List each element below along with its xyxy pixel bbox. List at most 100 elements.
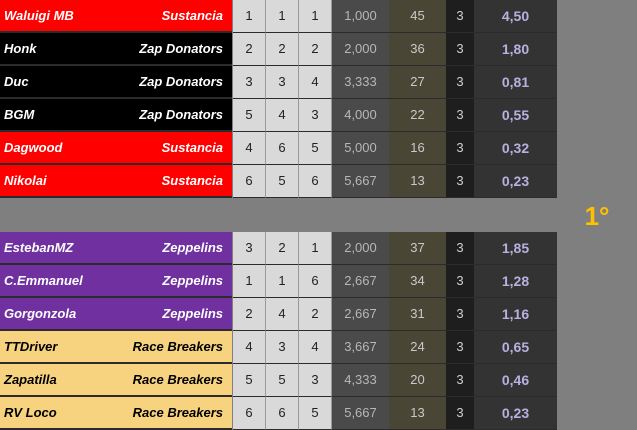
race-3-position-cell: 5 (299, 397, 332, 430)
team-name-cell: Race Breakers (0, 397, 232, 429)
race-2-position-cell: 6 (266, 397, 299, 430)
driver-name-cell: Gorgonzola (0, 298, 232, 330)
race-1-position-cell: 3 (233, 66, 266, 99)
average-position-cell: 2,667 (332, 265, 389, 298)
race-2-position-cell: 3 (266, 66, 299, 99)
driver-name-cell: C.Emmanuel (0, 265, 232, 297)
score-cell: 0,55 (474, 99, 557, 132)
driver-name-cell: Dagwood (0, 132, 232, 164)
driver-name-cell: TTDriver (0, 331, 232, 363)
score-cell: 1,16 (474, 298, 557, 331)
races-count-cell: 3 (446, 397, 474, 430)
race-1-position-cell: 3 (233, 232, 266, 265)
race-1-position-cell: 2 (233, 298, 266, 331)
standings-row: EstebanMZ Zeppelins 3 2 1 2,000 37 3 1,85 (0, 232, 557, 265)
race-3-position-cell: 5 (299, 132, 332, 165)
points-cell: 13 (389, 397, 446, 430)
race-1-position-cell: 4 (233, 132, 266, 165)
points-cell: 36 (389, 33, 446, 66)
race-2-position-cell: 2 (266, 33, 299, 66)
race-1-position-cell: 2 (233, 33, 266, 66)
score-cell: 0,23 (474, 397, 557, 430)
points-cell: 31 (389, 298, 446, 331)
average-position-cell: 5,000 (332, 132, 389, 165)
standings-row: TTDriver Race Breakers 4 3 4 3,667 24 3 0,65 (0, 331, 557, 364)
race-3-position-cell: 2 (299, 33, 332, 66)
race-2-position-cell: 5 (266, 165, 299, 198)
team-name-cell: Zap Donators (0, 33, 232, 65)
score-cell: 0,81 (474, 66, 557, 99)
standings-row: Duc Zap Donators 3 3 4 3,333 27 3 0,81 (0, 66, 557, 99)
score-cell: 1,80 (474, 33, 557, 66)
races-count-cell: 3 (446, 232, 474, 265)
average-position-cell: 1,000 (332, 0, 389, 33)
race-2-position-cell: 3 (266, 331, 299, 364)
standings-row: Zapatilla Race Breakers 5 5 3 4,333 20 3 0,46 (0, 364, 557, 397)
average-position-cell: 2,667 (332, 298, 389, 331)
team-name-cell: Sustancia (0, 165, 232, 197)
points-cell: 13 (389, 165, 446, 198)
team-name-cell: Race Breakers (0, 331, 232, 363)
team-name-cell: Zeppelins (0, 265, 232, 297)
race-2-position-cell: 6 (266, 132, 299, 165)
race-3-position-cell: 1 (299, 0, 332, 33)
race-1-position-cell: 5 (233, 99, 266, 132)
race-3-position-cell: 3 (299, 99, 332, 132)
average-position-cell: 2,000 (332, 232, 389, 265)
average-position-cell: 3,667 (332, 331, 389, 364)
team-name-cell: Zeppelins (0, 298, 232, 330)
team-name-cell: Zap Donators (0, 66, 232, 98)
race-3-position-cell: 6 (299, 265, 332, 298)
race-2-position-cell: 5 (266, 364, 299, 397)
race-3-position-cell: 1 (299, 232, 332, 265)
points-cell: 22 (389, 99, 446, 132)
races-count-cell: 3 (446, 265, 474, 298)
average-position-cell: 4,333 (332, 364, 389, 397)
race-1-position-cell: 6 (233, 165, 266, 198)
team-name-cell: Race Breakers (0, 364, 232, 396)
standings-row: C.Emmanuel Zeppelins 1 1 6 2,667 34 3 1,28 (0, 265, 557, 298)
races-count-cell: 3 (446, 331, 474, 364)
team-name-cell: Sustancia (0, 0, 232, 32)
right-panel (557, 0, 637, 430)
driver-name-cell: EstebanMZ (0, 232, 232, 264)
races-count-cell: 3 (446, 0, 474, 33)
team-name-cell: Zeppelins (0, 232, 232, 264)
score-cell: 0,65 (474, 331, 557, 364)
average-position-cell: 5,667 (332, 165, 389, 198)
points-cell: 27 (389, 66, 446, 99)
standings-row: Waluigi MB Sustancia 1 1 1 1,000 45 3 4,50 (0, 0, 557, 33)
points-cell: 24 (389, 331, 446, 364)
race-2-position-cell: 4 (266, 298, 299, 331)
average-position-cell: 4,000 (332, 99, 389, 132)
race-3-position-cell: 4 (299, 331, 332, 364)
standings-row: BGM Zap Donators 5 4 3 4,000 22 3 0,55 (0, 99, 557, 132)
score-cell: 0,46 (474, 364, 557, 397)
races-count-cell: 3 (446, 165, 474, 198)
driver-name-cell: Duc (0, 66, 232, 98)
race-2-position-cell: 4 (266, 99, 299, 132)
races-count-cell: 3 (446, 132, 474, 165)
group-separator (0, 199, 637, 230)
average-position-cell: 2,000 (332, 33, 389, 66)
points-cell: 34 (389, 265, 446, 298)
races-count-cell: 3 (446, 298, 474, 331)
average-position-cell: 5,667 (332, 397, 389, 430)
standings-row: Dagwood Sustancia 4 6 5 5,000 16 3 0,32 (0, 132, 557, 165)
standings-row: RV Loco Race Breakers 6 6 5 5,667 13 3 0,23 (0, 397, 557, 430)
points-cell: 20 (389, 364, 446, 397)
race-2-position-cell: 1 (266, 0, 299, 33)
race-3-position-cell: 4 (299, 66, 332, 99)
races-count-cell: 3 (446, 66, 474, 99)
races-count-cell: 3 (446, 99, 474, 132)
team-name-cell: Zap Donators (0, 99, 232, 131)
driver-name-cell: Waluigi MB (0, 0, 232, 32)
score-cell: 0,32 (474, 132, 557, 165)
driver-name-cell: Nikolai (0, 165, 232, 197)
race-1-position-cell: 1 (233, 265, 266, 298)
score-cell: 0,23 (474, 165, 557, 198)
race-3-position-cell: 3 (299, 364, 332, 397)
score-cell: 1,85 (474, 232, 557, 265)
driver-name-cell: Zapatilla (0, 364, 232, 396)
